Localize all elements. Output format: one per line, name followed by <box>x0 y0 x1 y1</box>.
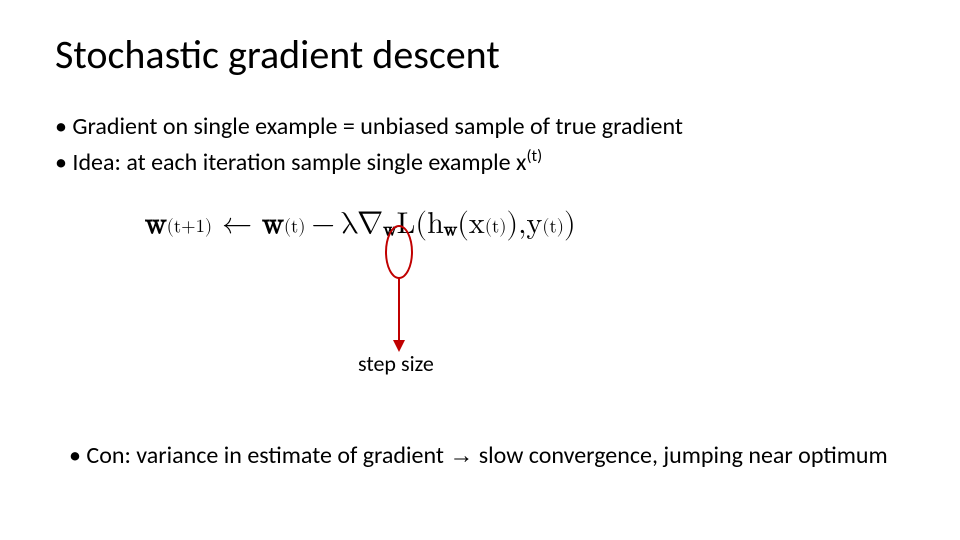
bullet-2-text: Idea: at each iteration sample single ex… <box>72 148 526 177</box>
bullet-2: Idea: at each iteration sample single ex… <box>55 145 905 179</box>
eq-minus: − <box>312 206 335 242</box>
eq-lambda: λ <box>341 209 357 239</box>
con-line: Con: variance in estimate of gradient → … <box>55 440 905 472</box>
eq-leftarrow: ← <box>222 206 252 242</box>
eq-y-sup: (t) <box>542 215 564 238</box>
bullet-1: Gradient on single example = unbiased sa… <box>55 111 905 143</box>
step-size-label: step size <box>358 350 434 377</box>
eq-x: x <box>469 206 485 242</box>
bullet-2-superscript: (t) <box>526 145 542 166</box>
equation-region: w(t+1) ← w(t) − λ∇wL(hw(x(t)), y(t)) <box>55 182 905 332</box>
con-suffix: slow convergence, jumping near optimum <box>473 441 887 470</box>
eq-x-sup: (t) <box>485 215 507 238</box>
eq-w1: w <box>145 206 167 242</box>
eq-lp1: ( <box>415 206 427 242</box>
eq-y: y <box>526 206 542 242</box>
eq-sup-t1: (t+1) <box>167 215 212 238</box>
eq-L: L <box>397 206 416 242</box>
right-arrow-icon: → <box>449 442 473 469</box>
con-bullet: Con: variance in estimate of gradient → … <box>55 440 905 472</box>
con-prefix: Con: variance in estimate of gradient <box>86 441 449 470</box>
slide-title: Stochastic gradient descent <box>55 30 905 79</box>
bullet-list: Gradient on single example = unbiased sa… <box>55 111 905 180</box>
sgd-equation: w(t+1) ← w(t) − λ∇wL(hw(x(t)), y(t)) <box>145 206 576 243</box>
slide: Stochastic gradient descent Gradient on … <box>0 0 960 540</box>
eq-h: h <box>427 206 444 242</box>
eq-nabla: ∇ <box>357 206 383 243</box>
eq-lp2: ( <box>457 206 469 242</box>
eq-sup-t: (t) <box>284 215 306 238</box>
eq-nabla-sub-w: w <box>383 218 396 241</box>
eq-rp1: ) <box>506 206 518 242</box>
eq-lambda-wrap: λ <box>341 206 357 242</box>
eq-w2: w <box>262 206 284 242</box>
eq-rp2: ) <box>564 206 576 242</box>
eq-h-sub-w: w <box>444 218 457 241</box>
eq-comma: , <box>518 206 526 242</box>
